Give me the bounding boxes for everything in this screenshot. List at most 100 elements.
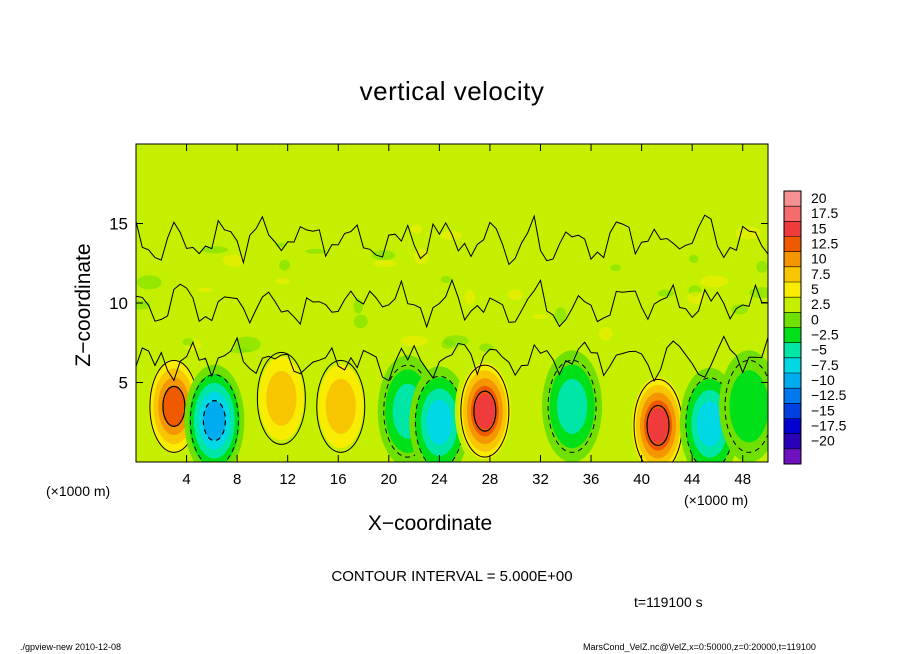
zero-contour (136, 278, 768, 329)
turbulence-patch (554, 307, 567, 323)
turbulence-patch (440, 275, 452, 283)
downdraft-cell (203, 401, 226, 441)
updraft-cell (474, 393, 495, 429)
x-axis-label: X−coordinate (367, 512, 493, 535)
colorbar-swatch (784, 206, 801, 222)
colorbar-label: 17.5 (811, 205, 838, 221)
colorbar-swatch (784, 221, 801, 237)
colorbar-label: −17.5 (811, 418, 847, 434)
colorbar-swatch (784, 236, 801, 253)
x-tick-label: 20 (380, 471, 397, 488)
turbulence-patch (479, 343, 494, 352)
updraft-cell (162, 386, 186, 426)
turbulence-patch (532, 314, 548, 320)
x-tick-label: 4 (182, 471, 190, 488)
colorbar-swatch (784, 282, 801, 298)
x-tick-label: 40 (633, 471, 650, 488)
colorbar-swatch (784, 388, 801, 404)
turbulence-patch (275, 278, 291, 285)
turbulence-patch (598, 327, 613, 341)
colorbar-swatch (784, 327, 801, 344)
cell-inner-contour (202, 400, 226, 442)
turbulence-patch (464, 289, 475, 305)
colorbar-label: 20 (811, 190, 827, 206)
contour-interval-label: CONTOUR INTERVAL = 5.000E+00 (331, 568, 573, 585)
x-tick-label: 48 (734, 471, 751, 488)
x-tick-label: 28 (482, 471, 499, 488)
turbulence-patch (610, 264, 621, 272)
updraft-cell (325, 378, 356, 434)
colorbar-label: 7.5 (811, 266, 831, 282)
turbulence-patch (136, 275, 162, 290)
cell-contour (316, 359, 366, 453)
turbulence-patch (507, 289, 524, 301)
colorbar-swatch (784, 403, 801, 419)
turbulence-patch (700, 275, 729, 288)
colorbar-swatch (784, 312, 801, 328)
x-unit-label-right: (×1000 m) (684, 492, 749, 508)
turbulence-patch (410, 224, 423, 234)
cell-contour (256, 351, 306, 445)
colorbar-label: −12.5 (811, 387, 847, 403)
turbulence-patch (441, 339, 456, 350)
turbulence-patch (657, 289, 675, 297)
turbulence-patch (756, 260, 768, 273)
x-tick-label: 16 (330, 471, 347, 488)
cell-contour (189, 374, 239, 462)
turbulence-patch (440, 230, 463, 241)
turbulence-patch (735, 226, 761, 240)
cell-inner-contour (473, 390, 497, 432)
turbulence-patch (686, 291, 705, 305)
zero-contour (136, 335, 768, 383)
x-unit-label-left: (×1000 m) (46, 483, 111, 499)
time-label: t=119100 s (634, 594, 703, 610)
turbulence-patch (222, 254, 245, 267)
zero-contour (136, 214, 768, 266)
cell-contour (724, 359, 768, 453)
turbulence-patch (196, 287, 214, 292)
field-group (136, 144, 768, 462)
colorbar-swatch (784, 191, 801, 207)
cell-contour (547, 359, 597, 453)
downdraft-cell (426, 399, 453, 445)
cell-inner-contour (646, 404, 670, 447)
downdraft-cell (556, 378, 588, 434)
colorbar-swatch (784, 342, 801, 359)
y-tick-label: 5 (119, 374, 128, 393)
colorbar-label: −5 (811, 342, 827, 358)
colorbar-swatch (784, 373, 801, 389)
colorbar-label: 12.5 (811, 236, 838, 252)
colorbar-label: 5 (811, 281, 819, 297)
colorbar-label: −20 (811, 433, 835, 449)
chart-title: vertical velocity (359, 76, 545, 106)
y-tick-label: 10 (109, 294, 128, 313)
updraft-cell (266, 370, 297, 426)
x-tick-label: 24 (431, 471, 448, 488)
plot-area (135, 143, 769, 463)
colorbar-label: −2.5 (811, 327, 839, 343)
cell-contour (460, 364, 510, 458)
turbulence-patch (278, 259, 291, 271)
turbulence-patch (373, 259, 397, 268)
x-tick-label: 36 (583, 471, 600, 488)
y-tick-label: 15 (109, 215, 128, 234)
turbulence-patch (731, 304, 749, 315)
turbulence-patch (182, 338, 195, 346)
updraft-cell (648, 407, 669, 443)
downdraft-cell (697, 401, 723, 447)
x-tick-label: 44 (684, 471, 701, 488)
colorbar-swatch (784, 448, 801, 465)
footer-left-text: ./gpview-new 2010-12-08 (20, 642, 122, 652)
colorbar-label: 2.5 (811, 296, 831, 312)
downdraft-cell (729, 370, 768, 443)
turbulence-patch (353, 314, 368, 329)
colorbar-swatch (784, 266, 801, 283)
colorbar-label: 0 (811, 311, 819, 327)
x-tick-label: 12 (279, 471, 296, 488)
footer-right-text: MarsCond_VelZ.nc@VelZ,x=0:50000,z=0:2000… (583, 642, 816, 652)
turbulence-patch (689, 254, 699, 264)
colorbar-label: 10 (811, 251, 827, 267)
turbulence-patch (136, 300, 151, 310)
